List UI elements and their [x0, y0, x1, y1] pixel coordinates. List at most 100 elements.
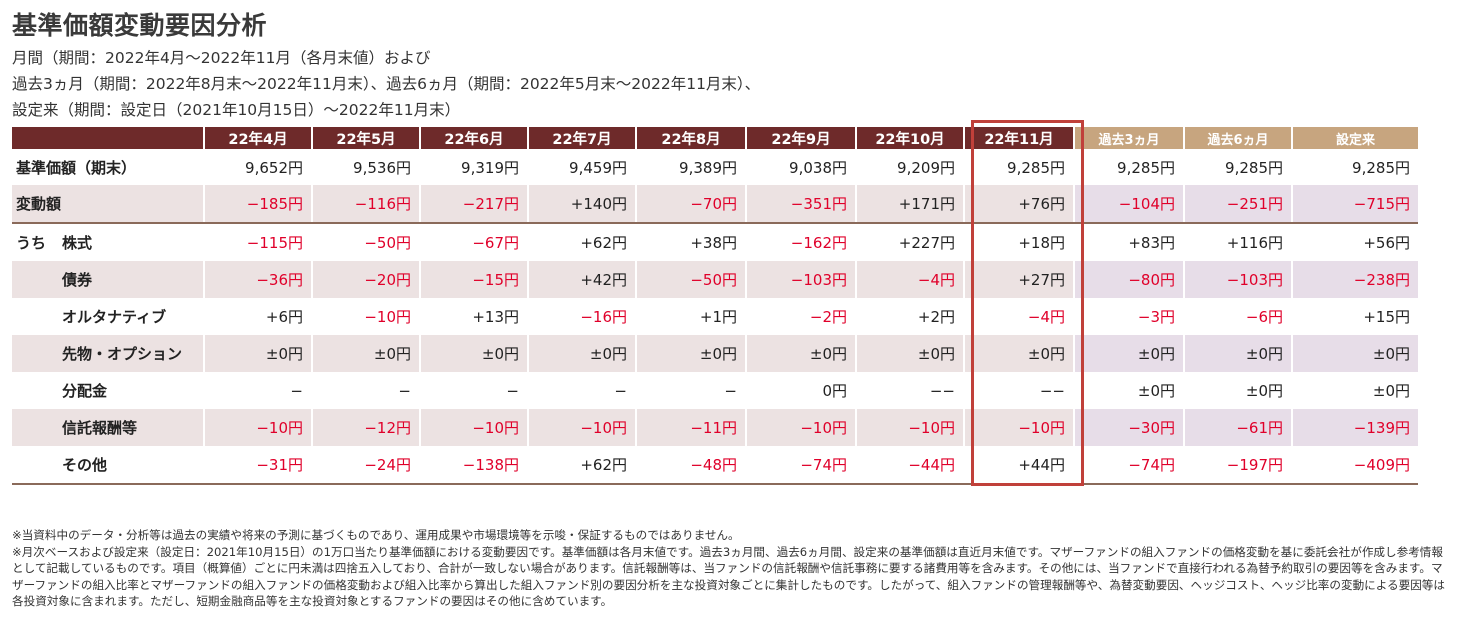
table-cell: −10円: [527, 409, 636, 446]
col-header-summary: 過去6ヵ月: [1183, 127, 1292, 149]
highlight-frame: [971, 120, 1084, 486]
table-cell: −409円: [1291, 446, 1418, 485]
table-cell: 9,285円: [1183, 149, 1292, 185]
table-cell: ±0円: [419, 335, 528, 372]
table-row: 変動額 −185円 −116円 −217円 +140円 −70円 −351円 +171円 +76…: [12, 185, 1418, 224]
period-line-3: 設定来（期間：設定日（2021年10月15日）～2022年11月末）: [12, 101, 461, 119]
row-label-text: 先物・オプション: [62, 345, 183, 363]
table-row: 債券 −36円 −20円 −15円 +42円 −50円 −103円 −4円 +27円 −80円 −1…: [12, 261, 1418, 298]
table-row: 分配金 − − − − −0円 −− −− ±0円 ±0円 ±0円: [12, 372, 1418, 409]
col-header: 22年9月: [745, 127, 856, 149]
table-cell: −31円: [203, 446, 312, 485]
table-cell: −238円: [1291, 261, 1418, 298]
table-cell: +44円: [963, 446, 1074, 485]
table-cell: +76円: [963, 185, 1074, 224]
table-cell: −715円: [1291, 185, 1418, 224]
table-cell: −30円: [1073, 409, 1184, 446]
table-cell: −4円: [963, 298, 1074, 335]
table-cell: ±0円: [1073, 372, 1184, 409]
table-cell: −185円: [203, 185, 312, 224]
table-cell: ±0円: [745, 335, 856, 372]
table-cell: −115円: [203, 223, 312, 261]
table-cell: −103円: [745, 261, 856, 298]
table-cell: −: [527, 372, 636, 409]
table-cell: −−: [963, 372, 1074, 409]
table-cell: −48円: [635, 446, 746, 485]
table-cell: +116円: [1183, 223, 1292, 261]
table-cell: −: [311, 372, 420, 409]
table-cell: −251円: [1183, 185, 1292, 224]
table-row: うち 株式 −115円 −50円 −67円 +62円 +38円 −162円 +227円 +18円 +…: [12, 223, 1418, 261]
table-cell: ±0円: [635, 335, 746, 372]
table-cell: −50円: [635, 261, 746, 298]
table-cell: −70円: [635, 185, 746, 224]
table-cell: −10円: [855, 409, 964, 446]
uchi-label: うち: [16, 234, 47, 252]
table-cell: −10円: [963, 409, 1074, 446]
table-cell: ±0円: [311, 335, 420, 372]
table-cell: +6円: [203, 298, 312, 335]
table-cell: −74円: [1073, 446, 1184, 485]
table-cell: 9,652円: [203, 149, 312, 185]
table-cell: +227円: [855, 223, 964, 261]
table-cell: +38円: [635, 223, 746, 261]
table-cell: −10円: [745, 409, 856, 446]
table-cell: −2円: [745, 298, 856, 335]
footnote: ※当資料中のデータ・分析等は過去の実績や将来の予測に基づくものであり、運用成果や…: [12, 528, 740, 542]
table-cell: ±0円: [1183, 372, 1292, 409]
table-cell: +15円: [1291, 298, 1418, 335]
row-label-text: 変動額: [16, 195, 62, 213]
table-cell: −: [635, 372, 746, 409]
row-label-text: 債券: [62, 271, 93, 289]
row-label: 先物・オプション: [12, 335, 204, 372]
row-label: うち 株式: [12, 223, 204, 261]
table-cell: 9,459円: [527, 149, 636, 185]
table-cell: −351円: [745, 185, 856, 224]
table-cell: −116円: [311, 185, 420, 224]
table-cell: 9,285円: [963, 149, 1074, 185]
row-label-text: 株式: [62, 234, 93, 252]
table-cell: −80円: [1073, 261, 1184, 298]
table-cell: +42円: [527, 261, 636, 298]
col-header: 22年5月: [311, 127, 420, 149]
table-cell: −197円: [1183, 446, 1292, 485]
table-cell: −−: [855, 372, 964, 409]
table-cell: ±0円: [1291, 335, 1418, 372]
col-header: 22年7月: [527, 127, 636, 149]
table-cell: −6円: [1183, 298, 1292, 335]
table-row: 先物・オプション ±0円 ±0円 ±0円 ±0円 ±0円 ±0円 ±0円 ±0円 ±0円 ±0円 ±0…: [12, 335, 1418, 372]
row-label-text: 分配金: [62, 382, 108, 400]
table-row: 信託報酬等 −10円 −12円 −10円 −10円 −11円 −10円 −10円 −10円 −30…: [12, 409, 1418, 446]
table-cell: ±0円: [1073, 335, 1184, 372]
row-label: 分配金: [12, 372, 204, 409]
table-cell: +56円: [1291, 223, 1418, 261]
table-cell: −11円: [635, 409, 746, 446]
table-cell: 9,389円: [635, 149, 746, 185]
table-cell: −4円: [855, 261, 964, 298]
table-cell: −10円: [311, 298, 420, 335]
footnote: ※月次ベースおよび設定来（設定日：2021年10月15日）の1万口当たり基準価額…: [12, 544, 1445, 609]
table-cell: −61円: [1183, 409, 1292, 446]
row-label: 信託報酬等: [12, 409, 204, 446]
table-row: 基準価額（期末） 9,652円 9,536円 9,319円 9,459円 9,389円 9,…: [12, 149, 1418, 185]
row-label-text: オルタナティブ: [62, 308, 167, 326]
table-cell: 9,319円: [419, 149, 528, 185]
period-line-2: 過去3ヵ月（期間：2022年8月末～2022年11月末）、過去6ヵ月（期間：20…: [12, 75, 761, 93]
table-cell: −20円: [311, 261, 420, 298]
table-cell: ±0円: [527, 335, 636, 372]
table-cell: −50円: [311, 223, 420, 261]
table-cell: ±0円: [203, 335, 312, 372]
row-label: その他: [12, 446, 204, 485]
table-cell: −67円: [419, 223, 528, 261]
row-label-text: その他: [62, 456, 108, 474]
table-cell: ±0円: [1183, 335, 1292, 372]
table-cell: ±0円: [1291, 372, 1418, 409]
table-cell: 9,038円: [745, 149, 856, 185]
row-label: 変動額: [12, 185, 204, 224]
row-label: 基準価額（期末）: [12, 149, 204, 185]
table-cell: +83円: [1073, 223, 1184, 261]
col-header: 22年6月: [419, 127, 528, 149]
table-cell: −10円: [419, 409, 528, 446]
table-cell: +140円: [527, 185, 636, 224]
table-cell: −36円: [203, 261, 312, 298]
